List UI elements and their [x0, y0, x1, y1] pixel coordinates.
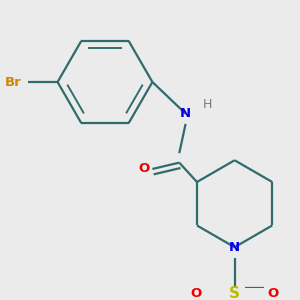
- Text: O: O: [190, 286, 202, 299]
- Text: O: O: [268, 286, 279, 299]
- Text: H: H: [203, 98, 212, 111]
- Text: N: N: [229, 241, 240, 254]
- Text: S: S: [229, 286, 240, 300]
- Text: Br: Br: [4, 76, 21, 88]
- Text: N: N: [180, 107, 191, 120]
- Text: O: O: [138, 163, 149, 176]
